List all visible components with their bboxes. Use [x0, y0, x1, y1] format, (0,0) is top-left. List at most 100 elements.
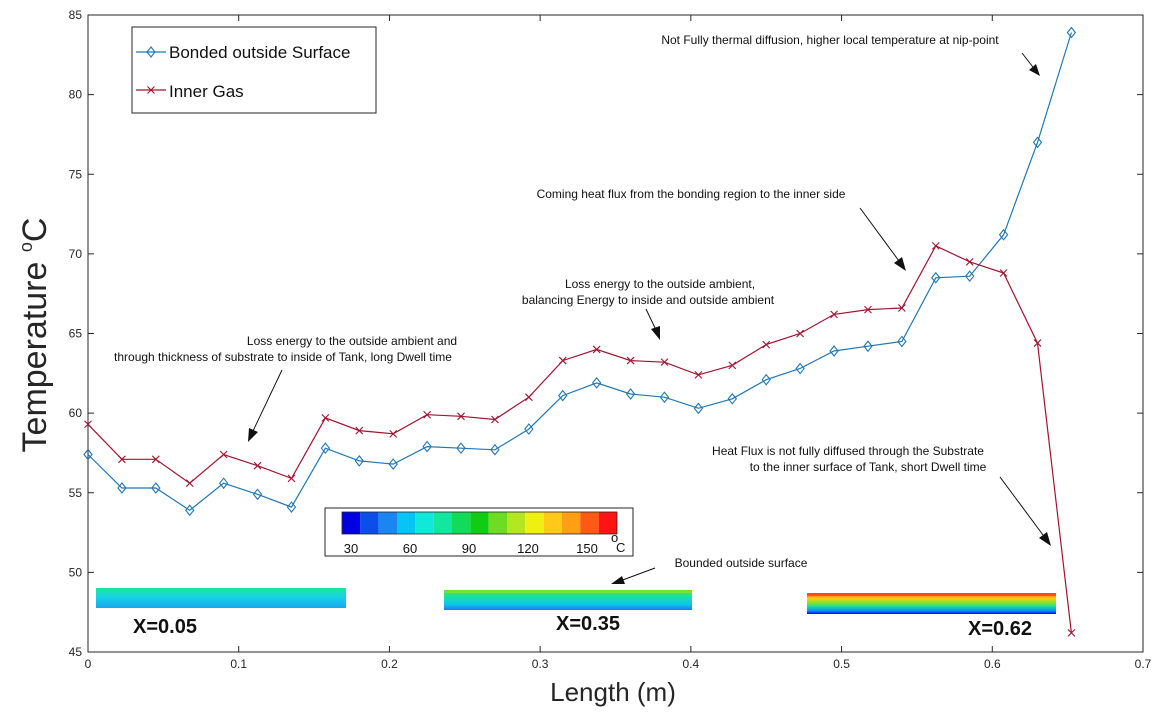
y-tick-label: 85: [69, 8, 83, 22]
colorbar-cell: [543, 512, 562, 534]
data-point-x: [219, 450, 228, 459]
data-point-x: [931, 242, 940, 250]
inset-strip-edge: [96, 588, 346, 591]
svg-text:Loss energy to the outside amb: Loss energy to the outside ambient,: [565, 277, 755, 291]
inset-strip-edge: [807, 593, 1056, 596]
inset-x-0-05: X=0.05: [96, 588, 346, 638]
data-point-diamond: [795, 362, 805, 375]
svg-text:to the inner surface of Tank,: to the inner surface of Tank, short Dwel…: [750, 460, 987, 474]
x-tick-label: 0.7: [1135, 657, 1152, 671]
colorbar-tick-30: 30: [344, 541, 358, 556]
inset-x-0-35: X=0.35: [444, 590, 692, 635]
x-tick-label: 0.2: [381, 657, 398, 671]
data-point-x: [321, 414, 330, 422]
x-axis: 0 0.1 0.2 0.3 0.4 0.5 0.6 0.7: [85, 15, 1152, 671]
data-point-x: [1067, 629, 1076, 637]
data-point-diamond: [388, 458, 398, 470]
data-point-diamond: [998, 228, 1009, 241]
y-axis-label: Temperature: [16, 252, 54, 452]
data-point-diamond: [964, 270, 975, 283]
data-point-x: [864, 305, 872, 314]
legend-diamond-marker: [146, 46, 156, 58]
y-tick-label: 80: [69, 88, 83, 102]
colorbar-cell: [415, 512, 434, 534]
data-point-diamond: [625, 388, 636, 400]
series-line-0: [87, 32, 1072, 512]
y-axis-label-group: Temperature oC: [16, 218, 54, 453]
annotation-arrow: [859, 207, 900, 262]
inset-x-0-62: X=0.62: [807, 593, 1056, 640]
svg-text:Loss energy to the outside amb: Loss energy to the outside ambient and: [247, 334, 457, 348]
annotation-loss-energy-balancing: Loss energy to the outside ambient, bala…: [522, 277, 775, 340]
colorbar-tick-120: 120: [517, 541, 539, 556]
data-point-diamond: [490, 443, 500, 456]
data-point-x: [185, 479, 194, 488]
data-point-diamond: [931, 271, 941, 284]
data-point-diamond: [286, 501, 297, 513]
colorbar-frame: [341, 511, 618, 535]
legend-box: [131, 26, 377, 114]
legend-label-0: Bonded outside Surface: [169, 43, 350, 62]
inset-label: X=0.62: [968, 618, 1032, 640]
data-point-x: [830, 310, 838, 319]
inset-strip: [444, 590, 692, 610]
x-tick-label: 0: [85, 657, 92, 671]
x-tick-label: 0.1: [230, 657, 247, 671]
colorbar-cell: [507, 512, 526, 534]
colorbar-unit-degree: o: [611, 530, 618, 545]
y-axis-degree: o: [16, 242, 36, 252]
svg-text:through thickness of substrate: through thickness of substrate to inside…: [114, 350, 452, 364]
data-point-x: [118, 455, 126, 464]
annotation-arrowhead: [894, 257, 906, 271]
series-layer: [83, 26, 1077, 637]
inset-strip-edge: [444, 590, 692, 593]
data-point-diamond: [727, 392, 738, 405]
inset-strip: [96, 588, 346, 608]
colorbar-cell: [360, 512, 379, 534]
data-point-x: [558, 356, 567, 365]
colorbar-cell: [598, 512, 617, 534]
data-point-diamond: [117, 482, 127, 494]
data-point-diamond: [320, 442, 331, 455]
data-point-diamond: [1066, 26, 1077, 39]
annotation-arrowhead: [1029, 64, 1040, 76]
data-point-diamond: [1032, 136, 1043, 149]
x-tick-label: 0.3: [532, 657, 549, 671]
colorbar-cell: [580, 512, 599, 534]
data-point-x: [1033, 339, 1042, 347]
inset-strip: [807, 593, 1056, 614]
annotation-arrow: [999, 476, 1044, 536]
data-point-x: [762, 340, 771, 349]
x-tick-label: 0.6: [984, 657, 1001, 671]
data-point-x: [389, 429, 398, 438]
colorbar-cell: [488, 512, 507, 534]
data-point-diamond: [863, 340, 873, 353]
svg-text:Bounded outside surface: Bounded outside surface: [675, 556, 808, 570]
x-tick-label: 0.4: [683, 657, 700, 671]
annotation-heat-flux-short-dwell: Heat Flux is not fully diffused through …: [712, 444, 1051, 546]
colorbar-cell: [562, 512, 581, 534]
data-point-diamond: [761, 373, 771, 386]
colorbar-tick-90: 90: [462, 541, 476, 556]
data-point-x: [999, 269, 1008, 277]
svg-text:Heat Flux is not fully diffuse: Heat Flux is not fully diffused through …: [712, 444, 984, 458]
y-tick-label: 45: [69, 645, 83, 659]
data-point-x: [84, 420, 92, 429]
colorbar-tick-60: 60: [403, 541, 417, 556]
x-tick-label: 0.5: [833, 657, 850, 671]
legend-x-marker: [147, 86, 155, 94]
y-axis-unit: C: [16, 218, 54, 243]
colorbar-cell: [433, 512, 452, 534]
x-axis-label: Length (m): [550, 677, 676, 707]
data-point-x: [524, 393, 533, 402]
inset-label: X=0.05: [133, 616, 197, 638]
data-point-diamond: [456, 442, 466, 455]
data-point-diamond: [83, 448, 93, 461]
data-point-x: [355, 426, 364, 435]
data-point-diamond: [591, 376, 602, 389]
colorbar-unit: C: [616, 540, 625, 555]
data-point-diamond: [151, 482, 161, 494]
data-point-x: [728, 361, 737, 370]
data-point-diamond: [659, 391, 670, 404]
